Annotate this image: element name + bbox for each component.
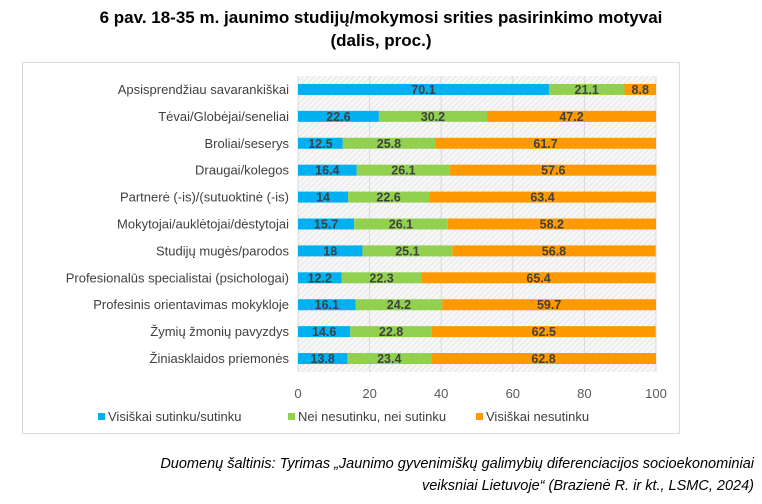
bar-segment	[298, 137, 343, 149]
category-label: Profesionalūs specialistai (psichologai)	[66, 270, 289, 285]
data-label: 25.8	[377, 137, 401, 151]
source-line2: veiksniai Lietuvoje“ (Brazienė R. ir kt.…	[421, 478, 754, 494]
bar-segment	[342, 137, 436, 149]
bar-segment	[624, 83, 656, 95]
bar-segment	[298, 83, 549, 95]
legend-label: Visiškai nesutinku	[486, 409, 589, 424]
category-label: Partnerė (-is)/(sutuoktinė (-is)	[120, 190, 289, 205]
data-label: 22.6	[376, 191, 400, 205]
data-label: 56.8	[542, 244, 566, 258]
source-line1: Duomenų šaltinis: Tyrimas „Jaunimo gyven…	[160, 456, 754, 472]
category-label: Draugai/kolegos	[195, 163, 289, 178]
bar-segment	[298, 218, 355, 230]
bar-segment	[341, 272, 422, 284]
category-label: Apsisprendžiau savarankiškai	[118, 82, 289, 97]
data-label: 65.4	[526, 271, 550, 285]
legend-swatch	[288, 413, 295, 420]
bar-segment	[378, 110, 488, 122]
bar-segment	[355, 299, 443, 311]
bar-segment	[450, 164, 657, 176]
bar-segment	[347, 353, 432, 365]
bar-segment	[350, 326, 432, 338]
bar-segment	[298, 164, 357, 176]
data-label: 23.4	[377, 352, 401, 366]
bar-segment	[452, 245, 656, 257]
x-tick-label: 60	[506, 386, 520, 401]
legend-label: Nei nesutinku, nei sutinku	[298, 409, 446, 424]
bar-segment	[298, 272, 342, 284]
data-label: 62.5	[532, 325, 556, 339]
bar-segment	[298, 353, 348, 365]
x-tick-label: 20	[362, 386, 376, 401]
bar-segment	[431, 326, 656, 338]
legend-swatch	[98, 413, 105, 420]
data-label: 13.8	[311, 352, 335, 366]
data-label: 63.4	[530, 191, 554, 205]
data-label: 61.7	[533, 137, 557, 151]
bar-segment	[298, 110, 379, 122]
data-label: 62.8	[531, 352, 555, 366]
bar-segment	[447, 218, 656, 230]
data-label: 21.1	[575, 83, 599, 97]
x-tick-label: 40	[434, 386, 448, 401]
data-label: 22.3	[369, 271, 393, 285]
bar-segment	[431, 353, 656, 365]
data-label: 57.6	[541, 164, 565, 178]
category-label: Studijų mugės/parodos	[156, 243, 289, 258]
category-label: Mokytojai/auklėtojai/dėstytojai	[117, 217, 289, 232]
data-label: 15.7	[314, 218, 338, 232]
chart-title-line1: 6 pav. 18-35 m. jaunimo studijų/mokymosi…	[99, 8, 663, 27]
bar-segment	[487, 110, 656, 122]
data-label: 14.6	[312, 325, 336, 339]
data-label: 26.1	[389, 218, 413, 232]
bar-segment	[298, 191, 349, 203]
category-label: Tėvai/Globėjai/seneliai	[158, 109, 289, 124]
legend-swatch	[476, 413, 483, 420]
bar-segment	[421, 272, 656, 284]
bar-segment	[435, 137, 656, 149]
chart-frame	[22, 62, 680, 434]
data-label: 22.6	[326, 110, 350, 124]
data-label: 58.2	[540, 218, 564, 232]
data-label: 12.2	[308, 271, 332, 285]
data-label: 25.1	[395, 244, 419, 258]
bar-segment	[429, 191, 656, 203]
bar-segment	[356, 164, 451, 176]
data-label: 30.2	[421, 110, 445, 124]
data-label: 12.5	[308, 137, 332, 151]
data-label: 47.2	[559, 110, 583, 124]
chart-title-line2: (dalis, proc.)	[330, 31, 432, 50]
x-tick-label: 80	[577, 386, 591, 401]
data-label: 24.2	[387, 298, 411, 312]
category-label: Profesinis orientavimas mokykloje	[93, 297, 289, 312]
category-label: Žiniasklaidos priemonės	[150, 351, 290, 366]
data-label: 22.8	[379, 325, 403, 339]
bar-segment	[354, 218, 448, 230]
data-label: 18	[323, 244, 337, 258]
bar-segment	[548, 83, 625, 95]
legend-label: Visiškai sutinku/sutinku	[108, 409, 241, 424]
data-label: 16.1	[315, 298, 339, 312]
bar-segment	[298, 245, 363, 257]
category-label: Broliai/seserys	[204, 136, 289, 151]
category-label: Žymių žmonių pavyzdys	[150, 324, 289, 339]
bar-segment	[298, 326, 351, 338]
bar-segment	[348, 191, 430, 203]
data-label: 16.4	[315, 164, 339, 178]
data-label: 14	[316, 191, 330, 205]
data-label: 8.8	[632, 83, 649, 97]
data-label: 26.1	[391, 164, 415, 178]
data-label: 70.1	[411, 83, 435, 97]
x-tick-label: 100	[645, 386, 667, 401]
data-label: 59.7	[537, 298, 561, 312]
x-tick-label: 0	[294, 386, 301, 401]
bar-segment	[298, 299, 356, 311]
bar-segment	[442, 299, 656, 311]
bar-segment	[362, 245, 453, 257]
